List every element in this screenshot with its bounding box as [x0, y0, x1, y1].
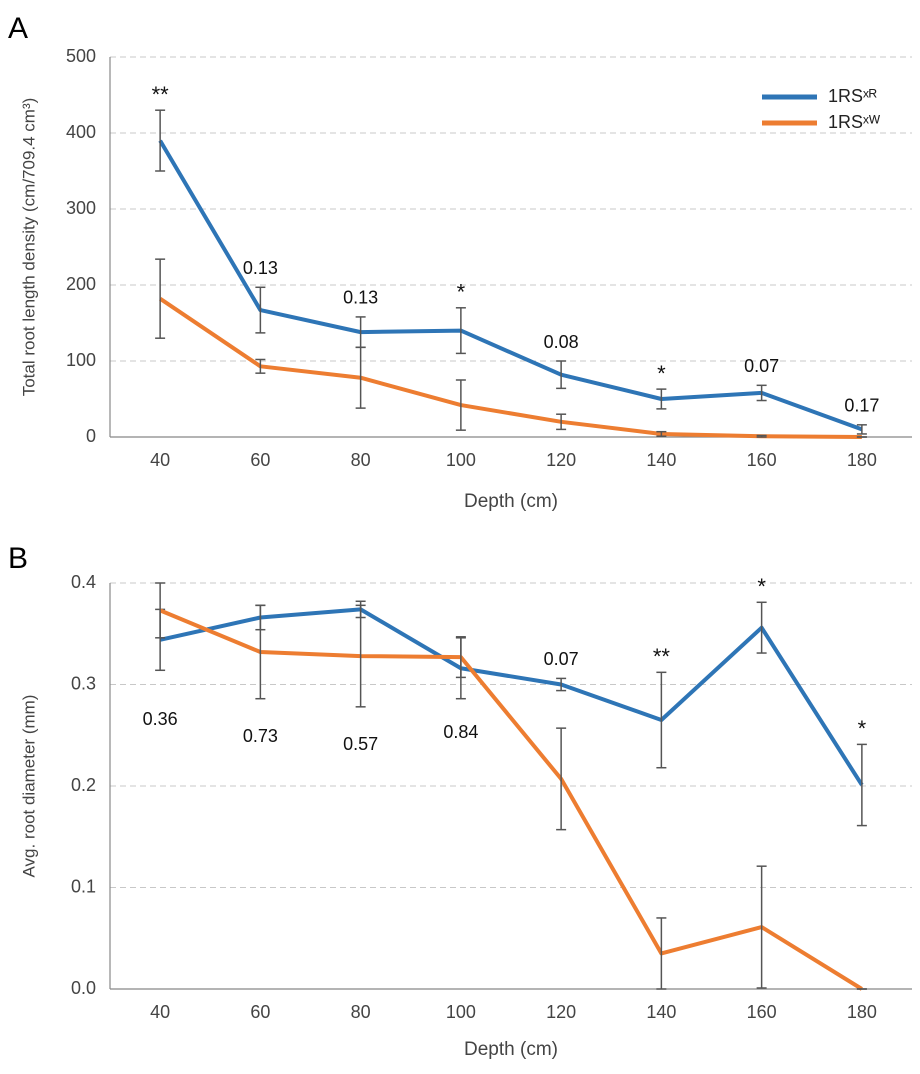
annotation: ** — [152, 82, 170, 107]
annotation: 0.08 — [544, 332, 579, 352]
annotation: * — [657, 361, 666, 386]
annotation: * — [457, 280, 466, 305]
y-tick-label: 0.2 — [71, 775, 96, 795]
annotation: * — [757, 574, 766, 599]
x-tick-label: 140 — [646, 1002, 676, 1022]
x-tick-label: 120 — [546, 450, 576, 470]
x-tick-label: 180 — [847, 450, 877, 470]
annotation: 0.84 — [443, 722, 478, 742]
series-line — [159, 608, 863, 991]
annotation: 0.13 — [243, 258, 278, 278]
x-tick-label: 40 — [150, 450, 170, 470]
x-tick-label: 160 — [747, 450, 777, 470]
x-axis-label: Depth (cm) — [464, 1039, 558, 1060]
series-line — [159, 297, 862, 439]
y-tick-label: 0.3 — [71, 673, 96, 693]
annotation: 0.73 — [243, 726, 278, 746]
x-tick-label: 180 — [847, 1002, 877, 1022]
y-tick-label: 0.4 — [71, 572, 96, 592]
y-tick-label: 300 — [66, 198, 96, 218]
x-tick-label: 140 — [646, 450, 676, 470]
annotation: 0.07 — [544, 649, 579, 669]
annotation: 0.57 — [343, 734, 378, 754]
x-tick-label: 100 — [446, 1002, 476, 1022]
annotation: 0.13 — [343, 288, 378, 308]
x-tick-label: 60 — [250, 450, 270, 470]
annotation: 0.17 — [844, 396, 879, 416]
y-axis-label: Total root length density (cm/709.4 cm³) — [19, 98, 38, 397]
x-tick-label: 80 — [351, 1002, 371, 1022]
series-line — [159, 607, 864, 787]
y-tick-label: 0.0 — [71, 978, 96, 998]
x-tick-label: 40 — [150, 1002, 170, 1022]
x-tick-label: 120 — [546, 1002, 576, 1022]
y-tick-label: 400 — [66, 122, 96, 142]
x-tick-label: 60 — [250, 1002, 270, 1022]
y-tick-label: 100 — [66, 350, 96, 370]
x-tick-label: 80 — [351, 450, 371, 470]
x-tick-label: 160 — [747, 1002, 777, 1022]
annotation: * — [858, 716, 867, 741]
legend-label: 1RSˣᵂ — [828, 112, 881, 132]
x-axis-label: Depth (cm) — [464, 491, 558, 512]
y-tick-label: 200 — [66, 274, 96, 294]
y-tick-label: 0 — [86, 426, 96, 446]
panel-letter: A — [8, 12, 28, 45]
y-tick-label: 500 — [66, 46, 96, 66]
y-axis-label: Avg. root diameter (mm) — [19, 695, 38, 878]
legend-label: 1RSˣᴿ — [828, 86, 877, 106]
panel-letter: B — [8, 542, 28, 575]
series-line — [158, 139, 863, 432]
annotation: ** — [653, 644, 671, 669]
y-tick-label: 0.1 — [71, 876, 96, 896]
x-tick-label: 100 — [446, 450, 476, 470]
annotation: 0.36 — [143, 709, 178, 729]
annotation: 0.07 — [744, 356, 779, 376]
